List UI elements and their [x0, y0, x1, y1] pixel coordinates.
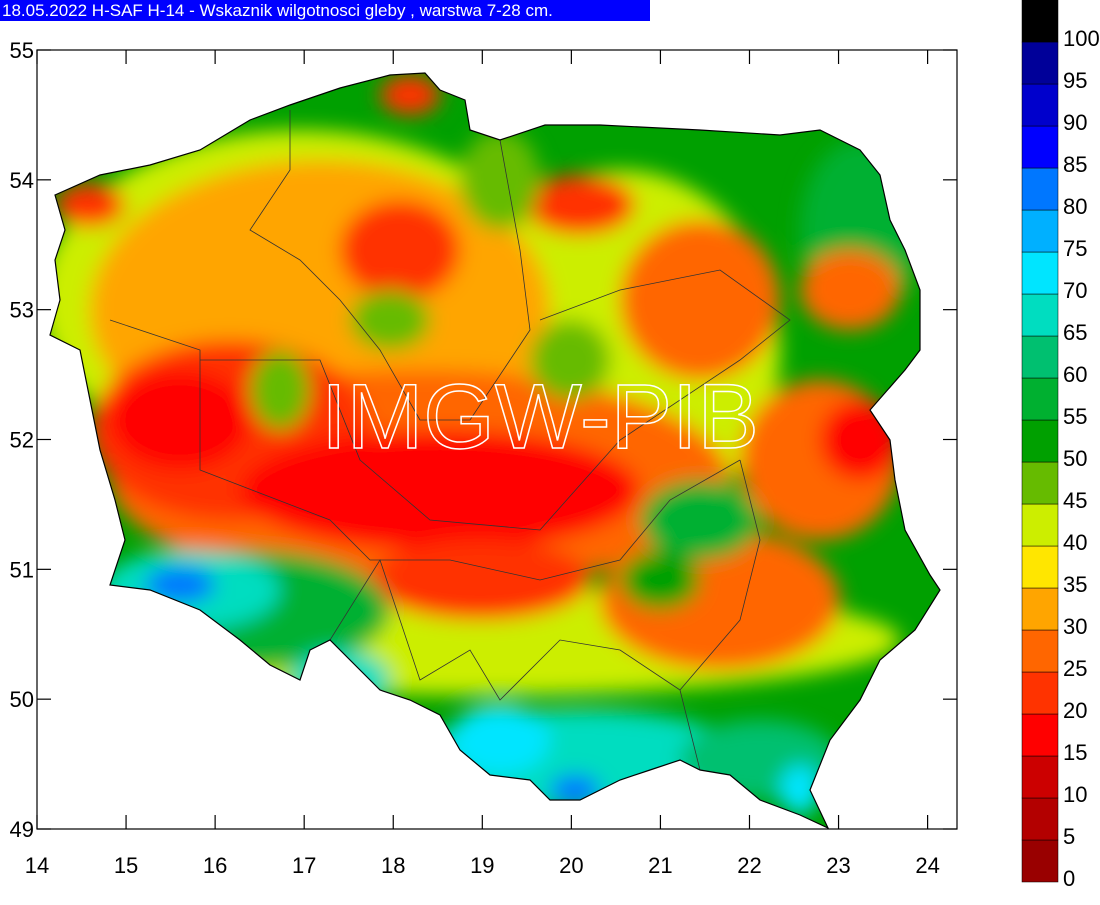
- legend-swatch: [1021, 293, 1059, 337]
- legend-swatch: [1021, 797, 1059, 841]
- legend-swatch: [1021, 125, 1059, 169]
- legend-label: 95: [1063, 68, 1087, 93]
- legend-label: 75: [1063, 236, 1087, 261]
- legend-swatch: [1021, 251, 1059, 295]
- y-tick-label: 55: [10, 38, 34, 63]
- y-tick-label: 50: [10, 687, 34, 712]
- region-borders: [109, 110, 791, 771]
- legend-swatch: [1021, 629, 1059, 673]
- legend-label: 40: [1063, 530, 1087, 555]
- legend-swatch: [1021, 461, 1059, 505]
- legend-swatch: [1021, 671, 1059, 715]
- x-tick-label: 19: [470, 853, 494, 878]
- x-tick-label: 20: [559, 853, 583, 878]
- legend-swatch: [1021, 587, 1059, 631]
- title-box: [0, 0, 650, 21]
- legend-label: 85: [1063, 152, 1087, 177]
- legend-swatch: [1021, 377, 1059, 421]
- legend-label: 100: [1063, 26, 1100, 51]
- x-tick-label: 14: [25, 853, 49, 878]
- y-tick-label: 49: [10, 817, 34, 842]
- legend-swatch: [1021, 83, 1059, 127]
- legend-swatch: [1021, 755, 1059, 799]
- y-tick-label: 51: [10, 557, 34, 582]
- legend-label: 35: [1063, 572, 1087, 597]
- legend-swatch: [1021, 0, 1059, 43]
- x-tick-label: 15: [114, 853, 138, 878]
- legend-label: 70: [1063, 278, 1087, 303]
- legend-swatch: [1021, 839, 1059, 883]
- y-tick-label: 54: [10, 168, 34, 193]
- legend-swatch: [1021, 545, 1059, 589]
- x-tick-label: 24: [915, 853, 939, 878]
- legend-label: 65: [1063, 320, 1087, 345]
- legend-label: 30: [1063, 614, 1087, 639]
- legend-label: 15: [1063, 740, 1087, 765]
- y-tick-label: 52: [10, 428, 34, 453]
- legend-label: 10: [1063, 782, 1087, 807]
- moisture-field: [50, 73, 940, 828]
- title: 18.05.2022 H-SAF H-14 - Wskaznik wilgotn…: [2, 1, 553, 20]
- legend-swatch: [1021, 335, 1059, 379]
- x-tick-label: 18: [381, 853, 405, 878]
- x-tick-label: 17: [292, 853, 316, 878]
- legend-label: 45: [1063, 488, 1087, 513]
- legend-label: 50: [1063, 446, 1087, 471]
- legend-swatch: [1021, 713, 1059, 757]
- y-tick-label: 53: [10, 298, 34, 323]
- legend-swatch: [1021, 209, 1059, 253]
- legend-label: 90: [1063, 110, 1087, 135]
- x-tick-label: 16: [203, 853, 227, 878]
- x-tick-label: 21: [648, 853, 672, 878]
- x-tick-label: 22: [737, 853, 761, 878]
- legend-label: 5: [1063, 824, 1075, 849]
- legend-label: 80: [1063, 194, 1087, 219]
- watermark: IMGW-PIB: [321, 366, 759, 468]
- legend-label: 55: [1063, 404, 1087, 429]
- x-tick-label: 23: [826, 853, 850, 878]
- legend-swatch: [1021, 503, 1059, 547]
- legend-label: 60: [1063, 362, 1087, 387]
- legend-swatch: [1021, 167, 1059, 211]
- legend-label: 0: [1063, 866, 1075, 891]
- legend-swatch: [1021, 41, 1059, 85]
- legend-swatch: [1021, 419, 1059, 463]
- legend-label: 20: [1063, 698, 1087, 723]
- legend-label: 25: [1063, 656, 1087, 681]
